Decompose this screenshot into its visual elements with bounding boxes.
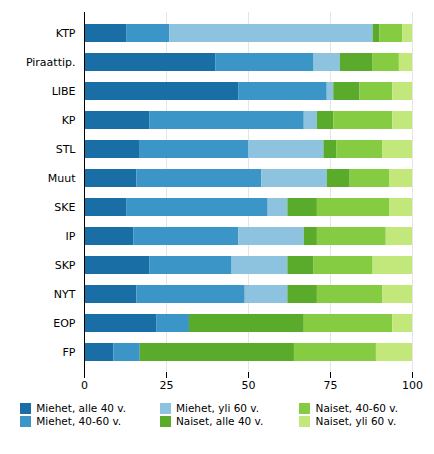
svg-text:Piraattip.: Piraattip. [26, 56, 76, 69]
svg-text:25: 25 [160, 379, 174, 392]
html-text:Naiset, 40-60 v.: Naiset, 40-60 v. [315, 402, 399, 414]
svg-text:0: 0 [81, 379, 88, 392]
svg-text:NYT: NYT [54, 288, 76, 301]
svg-text:FP: FP [63, 346, 76, 359]
svg-text:KTP: KTP [56, 27, 76, 40]
svg-text:SKE: SKE [54, 201, 75, 214]
svg-text:Muut: Muut [48, 172, 76, 185]
html-text:Naiset, alle 40 v.: Naiset, alle 40 v. [175, 415, 264, 427]
svg-text:SKP: SKP [55, 259, 76, 272]
html-text:Miehet, 40-60 v.: Miehet, 40-60 v. [36, 415, 122, 427]
html-text:Miehet, yli 60 v.: Miehet, yli 60 v. [175, 402, 260, 414]
html-text:Naiset, yli 60 v.: Naiset, yli 60 v. [315, 415, 397, 427]
html-text:Miehet, alle 40 v.: Miehet, alle 40 v. [36, 402, 127, 414]
svg-text:EOP: EOP [53, 317, 76, 330]
svg-text:100: 100 [402, 379, 423, 392]
svg-text:STL: STL [56, 143, 77, 156]
svg-text:50: 50 [242, 379, 256, 392]
svg-text:LIBE: LIBE [52, 85, 76, 98]
svg-text:75: 75 [324, 379, 338, 392]
svg-text:IP: IP [66, 230, 76, 243]
svg-text:KP: KP [62, 114, 76, 127]
